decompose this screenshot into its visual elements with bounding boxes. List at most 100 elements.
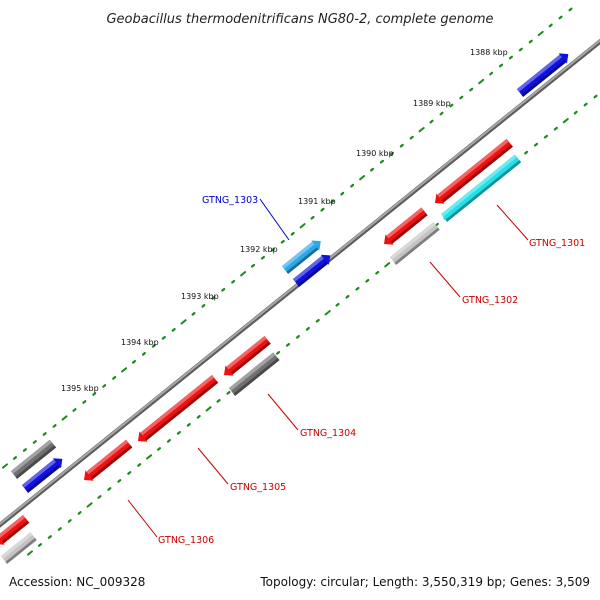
tick-mark [86,502,93,508]
feature-shadow [286,247,319,274]
feature-body [228,352,280,396]
cds-forward-left-gray[interactable] [10,439,57,479]
tick-mark [121,367,128,373]
genome-title: Geobacillus thermodenitrificans NG80-2, … [106,12,493,27]
cds-reverse-1304-gray[interactable] [228,352,280,396]
kbp-label-1392: 1392 kbp [240,245,278,254]
cds-forward-left-blue[interactable] [21,458,63,493]
tick-mark [166,439,171,443]
cds-forward-1303-light[interactable] [281,240,321,274]
feature-body [224,336,271,376]
feature-shadow [441,144,513,203]
kbp-label-1391: 1391 kbp [298,197,336,206]
feature-shadow [394,227,440,265]
feature-body [292,254,331,287]
cds-reverse-1304[interactable] [224,336,271,376]
tick-mark [573,110,578,115]
gene-label-gtng-1303[interactable]: GTNG_1303 [202,195,258,206]
tick-mark [270,247,275,252]
tick-mark [127,471,132,475]
feature-body [435,138,513,204]
feature-highlight [437,138,509,198]
feature-body [10,439,57,479]
gene-label-gtng-1305[interactable]: GTNG_1305 [230,482,286,493]
tick-mark [201,304,206,308]
tick-mark [537,30,544,37]
gene-label-gtng-1302[interactable]: GTNG_1302 [462,295,518,306]
feature-highlight [516,54,562,92]
feature-body [21,458,63,493]
feature-highlight [86,439,129,475]
tick-mark [478,78,485,85]
tick-mark [22,448,27,452]
cds-reverse-1301-cyan[interactable] [440,154,522,222]
tick-mark [439,111,444,116]
tick-mark [593,94,598,99]
cds-reverse-1305[interactable] [138,375,219,442]
kbp-label-1389: 1389 kbp [413,99,451,108]
tick-mark [389,151,394,156]
accession-text: Accession: NC_009328 [9,575,145,589]
tick-mark [290,231,295,236]
tick-mark [379,159,384,164]
cds-reverse-bottom-left-gray[interactable] [0,532,37,564]
feature-highlight [21,459,56,488]
gene-label-gtng-1301[interactable]: GTNG_1301 [529,238,585,249]
tick-mark [107,487,112,491]
kbp-tick-labels: 1388 kbp 1389 kbp 1390 kbp 1391 kbp 1392… [61,48,508,393]
feature-highlight [0,515,26,538]
tick-mark [508,55,513,60]
gene-label-gtng-1304[interactable]: GTNG_1304 [300,428,356,439]
tick-mark [260,255,265,260]
tick-mark [82,400,87,404]
tick-mark [350,183,355,188]
tick-mark [449,103,454,108]
tick-mark [211,296,216,300]
tick-mark [335,302,340,307]
tick-mark [469,87,474,92]
cds-reverse-1302-gray[interactable] [389,222,440,265]
feature-shadow [1,520,30,544]
tick-mark [365,278,370,283]
feature-highlight [228,352,276,391]
tick-mark [191,312,196,316]
kbp-label-1395: 1395 kbp [61,384,99,393]
cds-reverse-1306[interactable] [84,439,133,481]
gene-label-gtng-1306[interactable]: GTNG_1306 [158,535,214,546]
tick-mark [205,406,212,412]
cds-reverse-1301[interactable] [435,138,513,204]
tick-mark [418,127,425,133]
kbp-label-1390: 1390 kbp [356,149,394,158]
genome-backbone [0,38,600,528]
tick-mark [151,344,156,348]
tick-mark [102,384,107,388]
cds-reverse-bottom-left[interactable] [0,515,30,545]
feature-highlight [292,255,324,282]
tick-mark [429,119,434,124]
tick-mark [180,319,187,325]
tick-mark [310,215,315,220]
tick-mark [57,527,62,531]
tick-mark [276,351,281,355]
tick-mark [295,335,300,339]
feature-shadow [521,60,566,97]
cds-forward-1303[interactable] [292,254,331,287]
tick-mark [285,343,290,347]
tick-mark [558,15,563,20]
tick-mark [568,7,573,12]
tick-mark [459,95,464,100]
tick-mark [161,336,166,340]
feature-highlight [226,336,267,370]
tick-mark [533,142,539,147]
cds-forward-1388[interactable] [516,53,569,97]
tick-mark [146,454,153,460]
feature-body [440,154,522,222]
tick-mark [131,360,136,364]
tick-mark [226,391,231,395]
tick-mark [42,432,47,436]
tick-mark [359,175,366,181]
cds-reverse-1302[interactable] [384,207,428,245]
tick-mark [67,519,72,523]
